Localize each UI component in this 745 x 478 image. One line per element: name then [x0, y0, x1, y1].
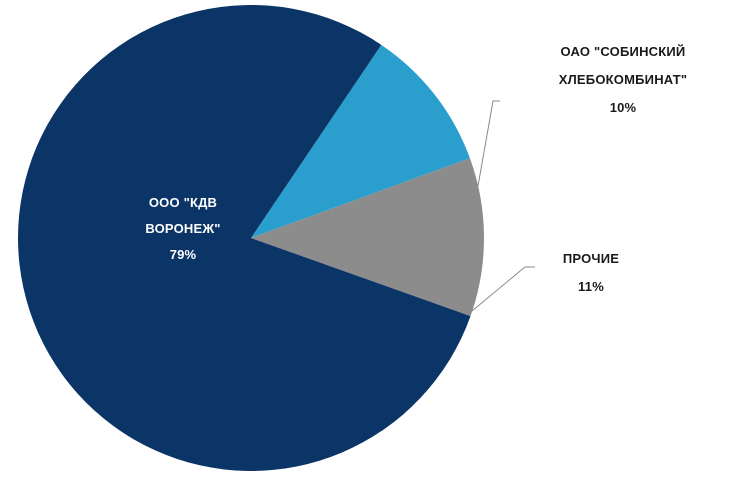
slice-label-0-line-0: ООО "КДВ [149, 195, 217, 210]
slice-label-0-line-1: ВОРОНЕЖ" [145, 221, 220, 236]
leader-line-1 [477, 100, 500, 187]
pie-slices [18, 4, 485, 471]
slice-value-label-0: 79% [170, 247, 197, 262]
slice-label-1-line-1: ХЛЕБОКОМБИНАТ" [559, 72, 688, 87]
leader-line-2 [471, 266, 535, 312]
slice-labels: ООО "КДВ ВОРОНЕЖ" 79% ОАО "СОБИНСКИЙ ХЛЕБОКО… [145, 44, 687, 294]
slice-value-label-1: 10% [610, 100, 637, 115]
slice-value-label-2: 11% [578, 279, 604, 294]
pie-slice-2 [251, 158, 485, 317]
slice-label-2-line-0: ПРОЧИЕ [563, 251, 619, 266]
slice-label-1-line-0: ОАО "СОБИНСКИЙ [561, 44, 686, 59]
leader-lines [471, 100, 535, 312]
pie-slice-1 [251, 44, 470, 238]
pie-slice-0 [18, 4, 471, 471]
